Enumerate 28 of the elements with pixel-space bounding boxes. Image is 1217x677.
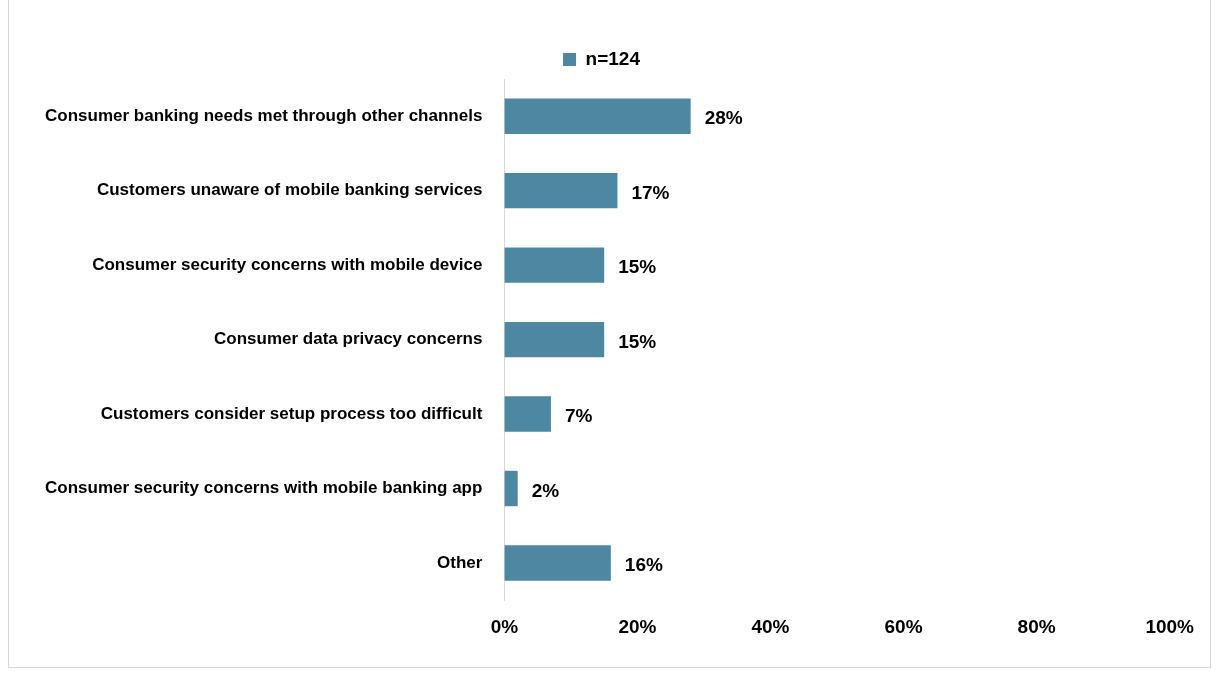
y-tick-label: Customers consider setup process too difficult bbox=[100, 403, 483, 423]
y-tick-label: Other bbox=[437, 552, 483, 572]
bar bbox=[504, 470, 518, 507]
bar bbox=[504, 321, 605, 358]
y-tick-label: Consumer security concerns with mobile device bbox=[92, 254, 483, 274]
bar bbox=[504, 173, 618, 209]
legend-label: n=124 bbox=[585, 47, 641, 69]
data-label: 2% bbox=[531, 479, 560, 501]
x-tick-label: 60% bbox=[884, 615, 923, 637]
data-label: 17% bbox=[631, 181, 670, 203]
data-label: 7% bbox=[564, 405, 593, 427]
data-label: 15% bbox=[618, 330, 657, 352]
data-label: 15% bbox=[618, 256, 657, 278]
bar bbox=[504, 98, 691, 134]
x-tick-label: 40% bbox=[751, 615, 790, 637]
x-tick-label: 100% bbox=[1145, 615, 1195, 637]
bar bbox=[504, 396, 551, 432]
bar bbox=[504, 247, 605, 283]
x-tick-label: 20% bbox=[618, 615, 657, 637]
y-tick-label: Consumer security concerns with mobile banking app bbox=[44, 478, 483, 498]
bar bbox=[504, 545, 611, 581]
x-tick-label: 0% bbox=[490, 615, 519, 637]
y-tick-label: Customers unaware of mobile banking services bbox=[96, 180, 483, 200]
y-tick-label: Consumer data privacy concerns bbox=[214, 329, 483, 349]
data-label: 28% bbox=[704, 107, 743, 129]
y-tick-label: Consumer banking needs met through other channels bbox=[45, 105, 483, 125]
data-label: 16% bbox=[624, 554, 663, 576]
x-tick-label: 80% bbox=[1017, 615, 1056, 637]
